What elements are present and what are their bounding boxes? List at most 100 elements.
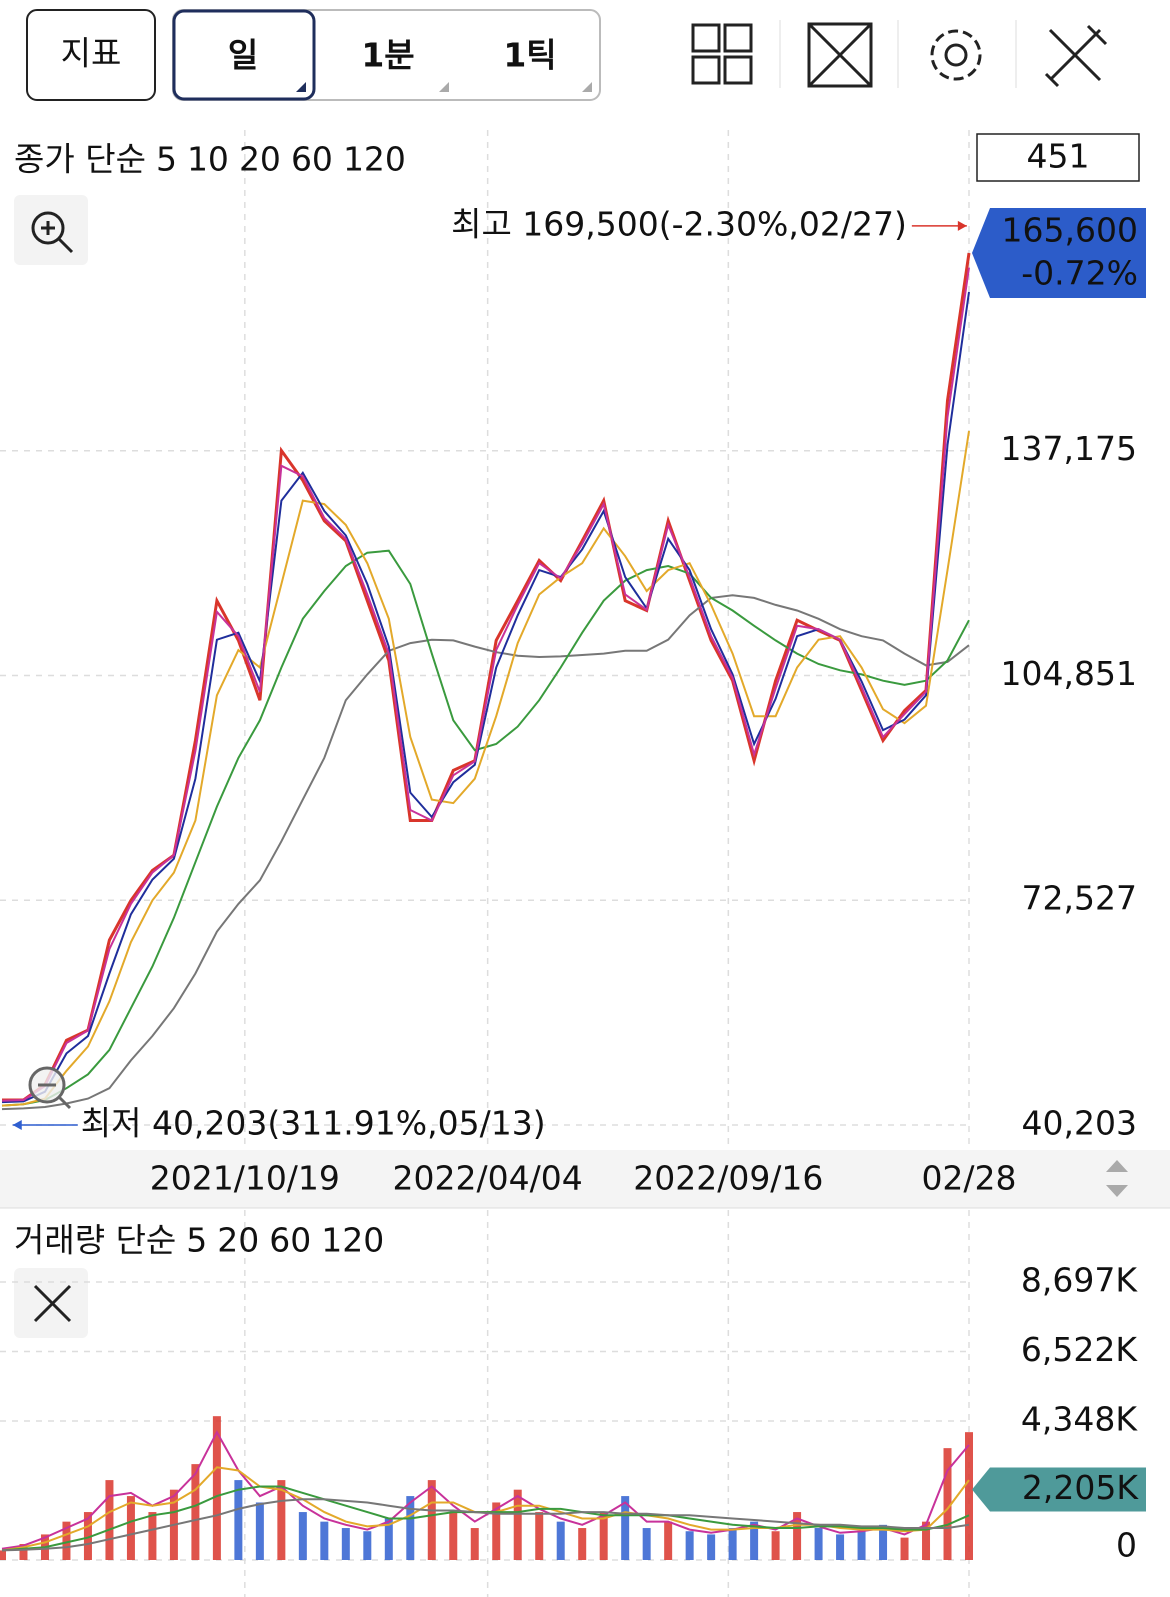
- button-label: 일: [228, 36, 258, 75]
- x-tick-label: 2022/09/16: [633, 1159, 823, 1198]
- volume-bar: [728, 1528, 737, 1560]
- legend-entry: 5: [186, 1221, 207, 1260]
- volume-bar: [105, 1480, 114, 1560]
- volume-bar: [535, 1512, 544, 1560]
- zoom-in-icon: [31, 211, 74, 254]
- legend-entry: 60: [269, 1221, 311, 1260]
- volume-bar: [449, 1512, 458, 1560]
- volume-bar: [771, 1531, 780, 1560]
- fullscreen-icon[interactable]: [807, 22, 873, 88]
- volume-bar: [234, 1480, 243, 1560]
- corner-mark: [296, 82, 306, 92]
- volume-bar: [793, 1512, 802, 1560]
- legend-entry: 20: [217, 1221, 259, 1260]
- volume-bar: [492, 1502, 501, 1560]
- date-axis: [0, 1150, 1170, 1208]
- corner-mark: [439, 82, 449, 92]
- ma-line: [1, 594, 970, 1111]
- zoom-in[interactable]: [14, 195, 88, 265]
- tools-icon[interactable]: [1044, 24, 1108, 88]
- volume-bar: [900, 1537, 909, 1560]
- volume-bar: [857, 1531, 866, 1560]
- close-icon: [33, 1284, 72, 1323]
- volume-bar: [19, 1544, 28, 1560]
- volume-ma-line: [1, 1485, 970, 1552]
- y-tick-label: 40,203: [1022, 1104, 1137, 1143]
- count: 451: [1027, 137, 1090, 176]
- button-label: 지표: [61, 34, 122, 73]
- corner-mark: [582, 82, 592, 92]
- volume-bar: [556, 1521, 565, 1560]
- volume-bar: [707, 1534, 716, 1560]
- legend-entry: 20: [239, 140, 281, 179]
- indicator-button[interactable]: [26, 9, 156, 101]
- count-box: [976, 133, 1140, 182]
- arrow-head: [957, 220, 967, 231]
- volume-bar: [513, 1489, 522, 1560]
- volume-bar: [836, 1534, 845, 1560]
- volume-bar: [277, 1480, 286, 1560]
- legend-entry: 5: [156, 140, 177, 179]
- x-tick-label: 2021/10/19: [150, 1159, 340, 1198]
- ma-line: [1, 267, 970, 1102]
- button-label[interactable]: 1틱: [503, 36, 556, 75]
- volume-bar: [298, 1512, 307, 1560]
- volume-bar: [341, 1528, 350, 1560]
- y-tick-label: 6,522K: [1021, 1330, 1138, 1369]
- volume-bar: [320, 1521, 329, 1560]
- volume-ma-line: [1, 1430, 970, 1550]
- volume-bar: [621, 1496, 630, 1560]
- legend-entry: 60: [291, 140, 333, 179]
- x-tick-label: 02/28: [921, 1159, 1016, 1198]
- legend-title: 종가 단순: [14, 140, 146, 179]
- volume-bar: [406, 1496, 415, 1560]
- volume-bar: [126, 1496, 135, 1560]
- volume-bar: [599, 1512, 608, 1560]
- ma-line: [1, 430, 970, 1107]
- volume-bar: [922, 1521, 931, 1560]
- zoom-out-icon: [38, 1083, 72, 1110]
- button-label[interactable]: 1분: [361, 36, 414, 75]
- y-tick-label: 137,175: [1001, 429, 1137, 468]
- volume-bar: [212, 1416, 221, 1560]
- legend-entry: 10: [187, 140, 229, 179]
- current-price-badge: [972, 208, 1146, 299]
- volume-bar: [148, 1512, 157, 1560]
- day-button[interactable]: [172, 9, 316, 101]
- volume-ma-line: [1, 1498, 970, 1552]
- volume-bar: [191, 1464, 200, 1560]
- volume-bar: [255, 1502, 264, 1560]
- current-price: 165,600: [1002, 211, 1138, 250]
- annotation: 최고 169,500(-2.30%,02/27): [451, 204, 907, 243]
- volume-bar: [664, 1521, 673, 1560]
- annotation: 최저 40,203(311.91%,05/13): [81, 1104, 546, 1143]
- volume-bar: [814, 1528, 823, 1560]
- volume-bar: [62, 1521, 71, 1560]
- volume-bar: [0, 1550, 6, 1560]
- volume-bar: [578, 1528, 587, 1560]
- layout-icon[interactable]: [691, 23, 753, 85]
- current-volume-badge: [972, 1467, 1146, 1512]
- volume-bar: [685, 1531, 694, 1560]
- ma-line: [1, 291, 970, 1104]
- volume-ma-line: [1, 1466, 970, 1552]
- volume-bar: [83, 1512, 92, 1560]
- x-tick-label: 2022/04/04: [393, 1159, 583, 1198]
- legend-entry: 120: [343, 140, 406, 179]
- volume-bar: [363, 1531, 372, 1560]
- volume-bar: [965, 1432, 973, 1560]
- scroll-arrows[interactable]: [1106, 1160, 1128, 1197]
- volume-bar: [879, 1524, 888, 1560]
- legend-title: 거래량 단순: [14, 1221, 176, 1260]
- volume-bar: [470, 1528, 479, 1560]
- price-panel: [0, 128, 1170, 1150]
- volume-bar: [642, 1528, 651, 1560]
- volume-bar: [750, 1521, 759, 1560]
- arrow-head: [12, 1120, 22, 1131]
- y-tick-label: 8,697K: [1021, 1261, 1138, 1300]
- volume-bar: [427, 1480, 436, 1560]
- settings-icon[interactable]: [930, 29, 982, 81]
- volume-bar: [384, 1518, 393, 1560]
- current-change: -0.72%: [1021, 254, 1138, 293]
